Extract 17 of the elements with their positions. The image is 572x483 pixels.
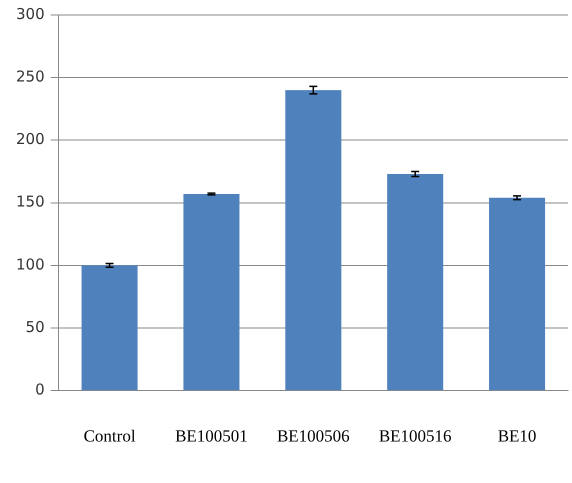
bar [285, 90, 342, 390]
y-tick-label: 0 [35, 380, 45, 398]
x-tick-label: BE100501 [175, 426, 248, 446]
bar [387, 174, 444, 390]
bar [183, 194, 240, 390]
bar [489, 198, 546, 390]
y-tick-label: 200 [16, 130, 45, 148]
bar [82, 265, 138, 390]
x-tick-label: Control [84, 426, 136, 446]
y-tick-label: 150 [16, 192, 45, 211]
x-tick-label: BE100516 [378, 426, 452, 446]
y-tick-label: 250 [16, 67, 45, 86]
y-tick-label: 100 [16, 255, 45, 274]
y-tick-label: 300 [16, 4, 45, 23]
y-tick-label: 50 [26, 318, 45, 336]
x-tick-label: BE10 [498, 426, 536, 446]
x-tick-label: BE100506 [276, 426, 350, 446]
